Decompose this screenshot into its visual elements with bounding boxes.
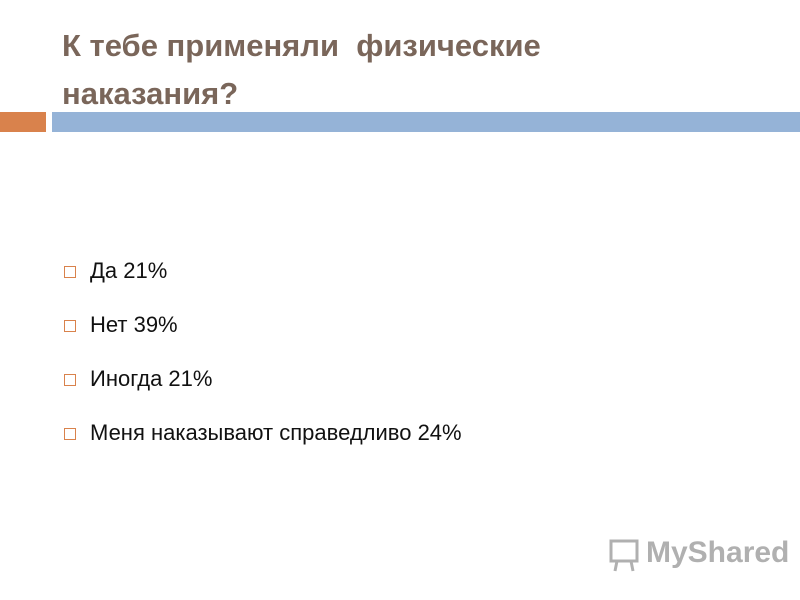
bullet-item: Нет 39% — [62, 304, 462, 358]
watermark: MyShared — [608, 536, 790, 572]
accent-bar — [0, 112, 46, 132]
slide-title: К тебе применяли физические наказания? — [62, 28, 550, 111]
bullet-item: Да 21% — [62, 250, 462, 304]
header-bar — [52, 112, 800, 132]
bullet-list: Да 21% Нет 39% Иногда 21% Меня наказываю… — [62, 250, 462, 466]
bullet-item: Меня наказывают справедливо 24% — [62, 412, 462, 466]
watermark-icon — [609, 539, 639, 572]
bullet-item: Иногда 21% — [62, 358, 462, 412]
watermark-text: MyShared — [646, 536, 790, 569]
